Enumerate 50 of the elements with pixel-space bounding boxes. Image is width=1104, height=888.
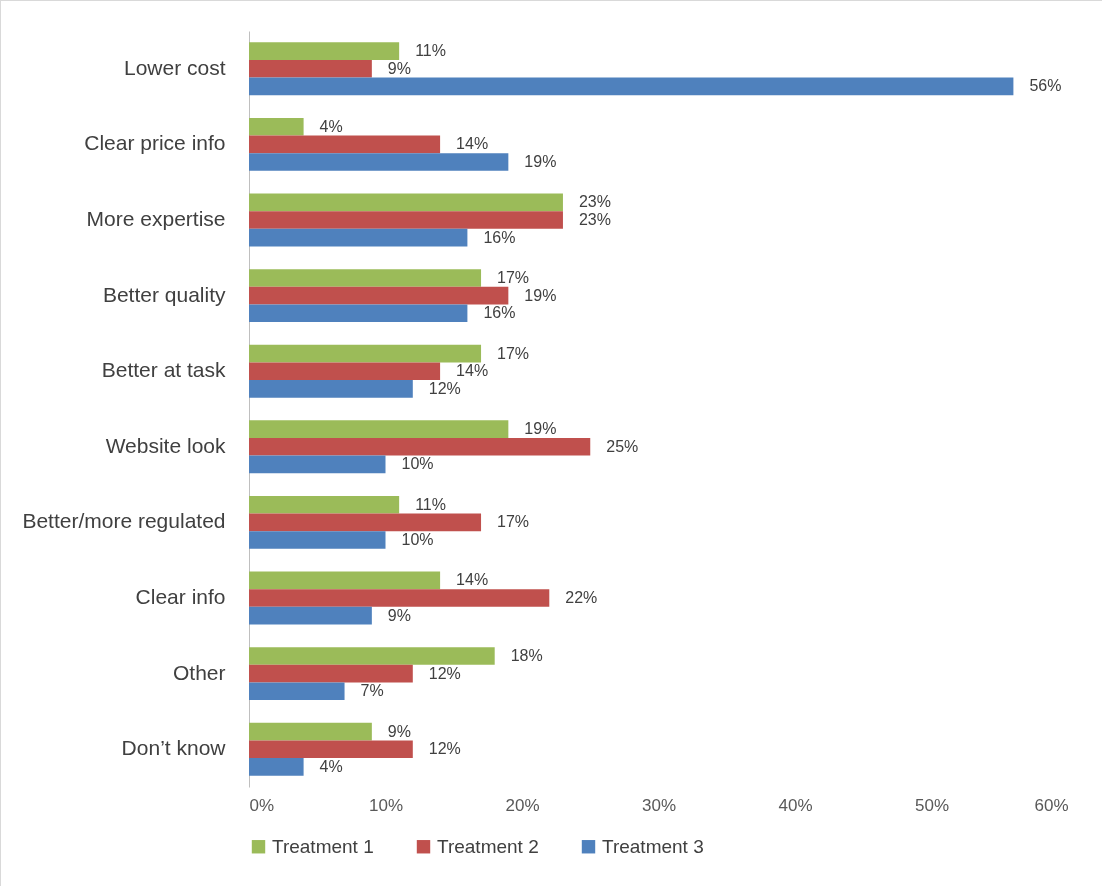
y-tick-label: Clear info	[135, 585, 226, 608]
data-label: 12%	[428, 740, 461, 758]
data-label: 7%	[360, 682, 384, 700]
data-label: 14%	[456, 571, 489, 589]
data-label: 10%	[401, 531, 434, 549]
data-label: 12%	[428, 664, 461, 682]
data-label: 25%	[606, 437, 639, 455]
x-tick-label: 60%	[1034, 795, 1069, 815]
legend-label: Treatment 2	[437, 835, 539, 857]
data-label: 23%	[578, 211, 611, 228]
x-tick-label: 20%	[505, 795, 540, 815]
data-label: 16%	[483, 304, 516, 322]
data-label: 10%	[401, 455, 434, 473]
data-label: 17%	[497, 268, 530, 286]
y-tick-label: Don’t know	[121, 736, 227, 760]
data-label: 17%	[497, 513, 530, 531]
data-label: 17%	[497, 344, 530, 362]
data-label: 9%	[387, 606, 411, 624]
y-tick-label: Better quality	[102, 282, 226, 306]
y-tick-label: Other	[172, 660, 226, 684]
data-label: 14%	[456, 135, 489, 153]
y-tick-label: Better/more regulated	[22, 509, 226, 533]
y-tick-label: Better at task	[101, 358, 226, 382]
y-tick-label: More expertise	[86, 207, 226, 230]
data-label: 4%	[319, 757, 343, 775]
legend-label: Treatment 1	[272, 835, 374, 857]
x-tick-label: 10%	[368, 795, 404, 815]
data-label: 19%	[524, 286, 557, 304]
x-tick-label: 50%	[914, 795, 950, 815]
data-label: 4%	[319, 117, 343, 135]
x-tick-label: 0%	[249, 795, 275, 815]
data-label: 9%	[387, 59, 411, 77]
data-label: 23%	[578, 193, 611, 211]
data-label: 56%	[1029, 77, 1062, 95]
y-tick-label: Website look	[105, 433, 226, 457]
legend-label: Treatment 3	[602, 835, 704, 857]
data-label: 19%	[524, 153, 557, 171]
data-label: 18%	[510, 646, 543, 664]
x-tick-label: 40%	[778, 795, 813, 815]
data-label: 12%	[428, 379, 461, 397]
y-tick-label: Clear price info	[84, 131, 226, 155]
data-label: 11%	[415, 495, 446, 513]
x-tick-label: 30%	[641, 795, 677, 815]
y-tick-label: Lower cost	[123, 55, 226, 79]
data-label: 19%	[524, 420, 557, 438]
data-label: 16%	[483, 228, 516, 246]
data-label: 11%	[415, 42, 446, 60]
data-label: 9%	[387, 722, 411, 740]
data-label: 14%	[456, 362, 489, 380]
data-label: 22%	[565, 589, 598, 606]
